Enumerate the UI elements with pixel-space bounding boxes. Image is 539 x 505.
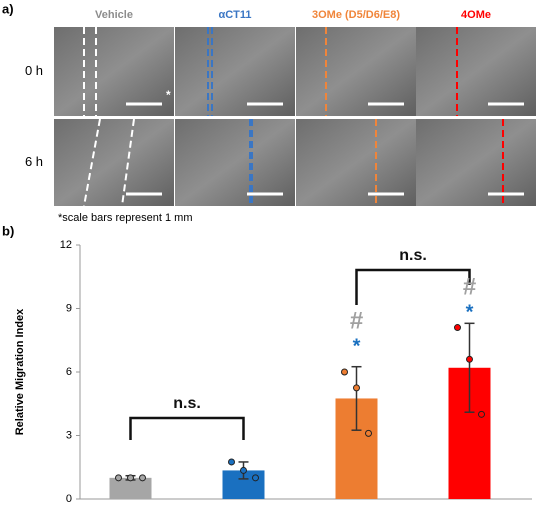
micrograph bbox=[175, 27, 295, 116]
annotation: * bbox=[353, 335, 361, 357]
micrograph bbox=[54, 27, 174, 116]
data-point bbox=[115, 474, 122, 482]
y-tick-label: 12 bbox=[60, 239, 72, 251]
micrograph bbox=[296, 27, 416, 116]
bracket bbox=[355, 268, 471, 305]
wound-edge bbox=[83, 118, 101, 207]
column-title: αCT11 bbox=[218, 9, 251, 21]
data-point bbox=[478, 410, 485, 418]
data-point bbox=[228, 458, 235, 466]
y-axis-label: Relative Migration Index bbox=[14, 308, 26, 435]
column-title: Vehicle bbox=[95, 9, 133, 21]
y-tick-label: 3 bbox=[66, 429, 72, 441]
micrograph bbox=[54, 119, 174, 206]
row-label: 0 h bbox=[25, 63, 43, 78]
annotation: # bbox=[350, 307, 363, 334]
annotation: # bbox=[463, 273, 476, 300]
data-point bbox=[127, 474, 134, 482]
annotation: n.s. bbox=[399, 247, 427, 264]
micrograph bbox=[416, 119, 536, 206]
wound-edge bbox=[121, 118, 135, 207]
micrograph bbox=[416, 27, 536, 116]
data-point bbox=[466, 355, 473, 363]
bracket bbox=[129, 416, 245, 440]
data-point bbox=[365, 429, 372, 437]
data-point bbox=[454, 324, 461, 332]
annotation: n.s. bbox=[173, 395, 201, 412]
y-tick-label: 9 bbox=[66, 302, 72, 314]
bar bbox=[109, 477, 152, 499]
data-point bbox=[341, 368, 348, 376]
data-point bbox=[240, 466, 247, 474]
data-point bbox=[252, 474, 259, 482]
micrograph bbox=[296, 119, 416, 206]
scale-note: *scale bars represent 1 mm bbox=[58, 212, 193, 224]
data-point bbox=[139, 474, 146, 482]
column-title: 4OMe bbox=[461, 9, 491, 21]
y-tick-label: 6 bbox=[66, 366, 72, 378]
scale-mark: * bbox=[166, 88, 171, 102]
micrograph bbox=[175, 119, 295, 206]
panel-label: b) bbox=[2, 223, 14, 238]
data-point bbox=[353, 384, 360, 392]
y-tick-label: 0 bbox=[66, 493, 72, 505]
panel-label: a) bbox=[2, 1, 14, 16]
column-title: 3OMe (D5/D6/E8) bbox=[312, 9, 400, 21]
row-label: 6 h bbox=[25, 154, 43, 169]
annotation: * bbox=[466, 301, 474, 323]
